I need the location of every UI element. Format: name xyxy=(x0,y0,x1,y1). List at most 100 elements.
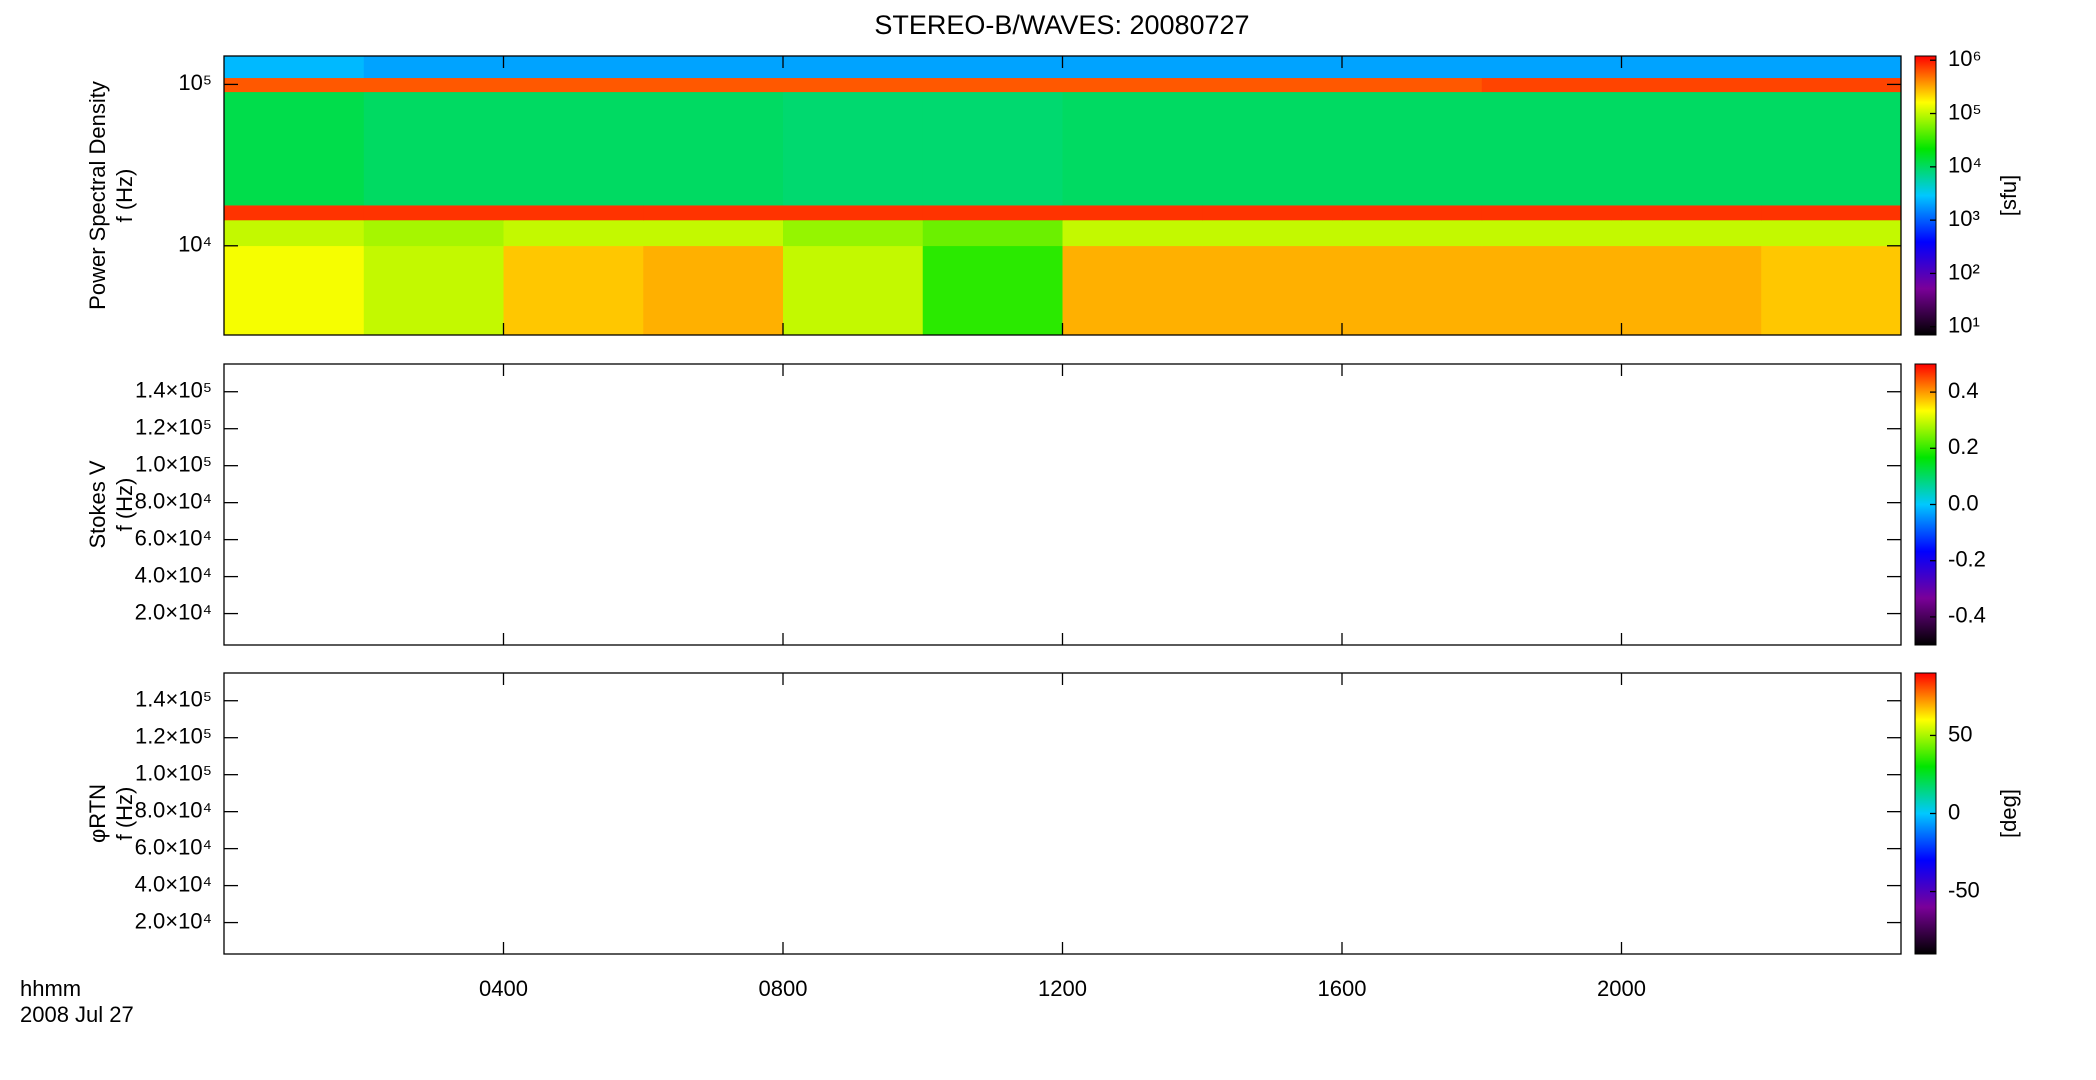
heatmap-cell xyxy=(363,77,504,93)
heatmap-cell xyxy=(1621,219,1762,247)
heatmap-cell xyxy=(1062,56,1203,79)
heatmap-cell xyxy=(363,56,504,79)
heatmap-cell xyxy=(783,245,924,336)
heatmap-cell xyxy=(363,205,504,221)
heatmap-cell xyxy=(922,245,1063,336)
heatmap-cell xyxy=(922,56,1063,79)
y-tick-label: 4.0×10⁴ xyxy=(135,562,212,587)
heatmap-cell xyxy=(1481,91,1622,206)
heatmap-cell xyxy=(1342,245,1483,336)
heatmap-cell xyxy=(1202,91,1343,206)
heatmap-cell xyxy=(1761,77,1902,93)
heatmap-cell xyxy=(1062,91,1203,206)
panel-frame xyxy=(223,672,1902,955)
heatmap-cell xyxy=(643,56,784,79)
y-axis-label: Stokes V xyxy=(85,460,110,548)
colorbar-tick-label: 10¹ xyxy=(1948,313,1980,338)
heatmap-cell xyxy=(1621,205,1762,221)
heatmap-cell xyxy=(224,245,365,336)
y-tick-label: 4.0×10⁴ xyxy=(135,871,212,896)
y-tick-label: 8.0×10⁴ xyxy=(135,797,212,822)
heatmap-cell xyxy=(1202,245,1343,336)
y-tick-label: 2.0×10⁴ xyxy=(135,599,212,624)
heatmap-cell xyxy=(1342,56,1483,79)
figure-title: STEREO-B/WAVES: 20080727 xyxy=(874,10,1249,40)
y-tick-label: 1.2×10⁵ xyxy=(135,415,212,440)
heatmap-cell xyxy=(503,56,644,79)
x-tick-label: 0400 xyxy=(479,976,528,1001)
heatmap-cell xyxy=(1761,205,1902,221)
heatmap-cell xyxy=(922,91,1063,206)
heatmap-cell xyxy=(1062,245,1203,336)
y-tick-label: 6.0×10⁴ xyxy=(135,525,212,550)
heatmap-cell xyxy=(643,91,784,206)
heatmap-cell xyxy=(1062,77,1203,93)
heatmap-cell xyxy=(363,245,504,336)
heatmap-cell xyxy=(922,205,1063,221)
heatmap-cell xyxy=(224,219,365,247)
y-axis-label: f (Hz) xyxy=(112,169,137,223)
colorbar-tick-label: 0 xyxy=(1948,799,1960,824)
colorbar-tick-label: -0.2 xyxy=(1948,547,1986,572)
heatmap-cell xyxy=(643,219,784,247)
heatmap-cell xyxy=(1481,56,1622,79)
heatmap-cell xyxy=(1621,91,1762,206)
x-tick-label: 0800 xyxy=(759,976,808,1001)
heatmap-cell xyxy=(1062,205,1203,221)
heatmap-cell xyxy=(783,77,924,93)
y-tick-label: 2.0×10⁴ xyxy=(135,908,212,933)
date-label: 2008 Jul 27 xyxy=(20,1002,134,1027)
heatmap-cell xyxy=(363,91,504,206)
panel-frame xyxy=(223,363,1902,646)
heatmap-cell xyxy=(503,91,644,206)
colorbar-tick-label: 10⁵ xyxy=(1948,99,1982,124)
y-tick-label: 6.0×10⁴ xyxy=(135,834,212,859)
heatmap-cell xyxy=(1621,77,1762,93)
colorbar-label: [deg] xyxy=(1996,789,2021,838)
y-tick-label: 8.0×10⁴ xyxy=(135,488,212,513)
heatmap-cell xyxy=(1481,245,1622,336)
x-tick-label: 1200 xyxy=(1038,976,1087,1001)
heatmap-cell xyxy=(1481,77,1622,93)
heatmap-cell xyxy=(643,245,784,336)
colorbar-label: [sfu] xyxy=(1996,175,2021,217)
x-tick-label: 2000 xyxy=(1597,976,1646,1001)
heatmap-cell xyxy=(1342,205,1483,221)
heatmap-cell xyxy=(1761,56,1902,79)
y-tick-label: 1.4×10⁵ xyxy=(135,687,212,712)
y-axis-label: f (Hz) xyxy=(112,478,137,532)
heatmap-cell xyxy=(1481,205,1622,221)
y-tick-label: 1.0×10⁵ xyxy=(135,451,212,476)
heatmap-cell xyxy=(1202,205,1343,221)
y-axis-label: f (Hz) xyxy=(112,787,137,841)
y-tick-label: 1.4×10⁵ xyxy=(135,378,212,403)
heatmap-cell xyxy=(224,77,365,93)
colorbar-tick-label: 0.4 xyxy=(1948,378,1979,403)
heatmap-cell xyxy=(1062,219,1203,247)
colorbar-tick-label: -0.4 xyxy=(1948,603,1986,628)
heatmap-cell xyxy=(783,56,924,79)
heatmap-cell xyxy=(643,205,784,221)
heatmap-cell xyxy=(503,77,644,93)
heatmap-cell xyxy=(643,77,784,93)
heatmap-cell xyxy=(922,77,1063,93)
colorbar-tick-label: 0.2 xyxy=(1948,434,1979,459)
y-tick-label: 10⁵ xyxy=(178,70,212,95)
heatmap-cell xyxy=(922,219,1063,247)
colorbar-tick-label: -50 xyxy=(1948,877,1980,902)
heatmap-cell xyxy=(503,219,644,247)
heatmap-cell xyxy=(503,205,644,221)
heatmap-cell xyxy=(783,219,924,247)
heatmap-cell xyxy=(363,219,504,247)
heatmap-cell xyxy=(224,91,365,206)
colorbar xyxy=(1914,55,1937,336)
y-axis-label: φRTN xyxy=(85,784,110,843)
colorbar-tick-label: 10⁶ xyxy=(1948,46,1982,71)
heatmap-cell xyxy=(1202,219,1343,247)
heatmap-cell xyxy=(783,205,924,221)
x-tick-label: 1600 xyxy=(1318,976,1367,1001)
heatmap-cell xyxy=(783,91,924,206)
heatmap-cell xyxy=(224,205,365,221)
colorbar-tick-label: 10² xyxy=(1948,259,1980,284)
y-tick-label: 1.0×10⁵ xyxy=(135,760,212,785)
